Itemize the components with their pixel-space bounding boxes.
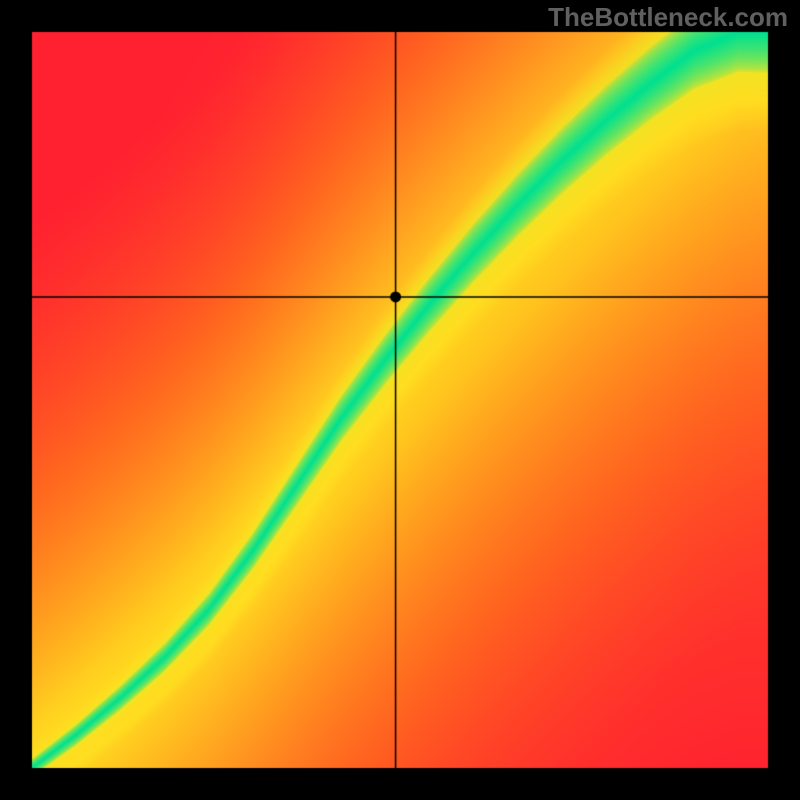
bottleneck-heatmap xyxy=(0,0,800,800)
watermark-text: TheBottleneck.com xyxy=(548,2,788,33)
chart-container: TheBottleneck.com xyxy=(0,0,800,800)
